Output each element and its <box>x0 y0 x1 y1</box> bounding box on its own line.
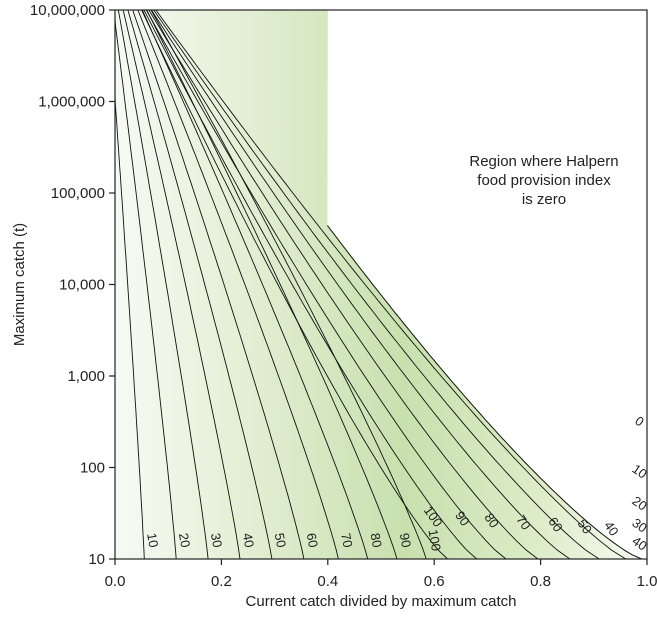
contour-line-right-40 <box>155 10 626 559</box>
axes: 0.0 0.2 0.4 0.6 0.8 1.0101001,00010,000100,00… <box>11 2 657 610</box>
y-tick-label: 10,000 <box>59 277 105 294</box>
contour-label-right-90: 90 <box>452 508 473 528</box>
contour-label-left-30: 30 <box>208 532 225 549</box>
y-tick-label: 1,000,000 <box>38 94 105 111</box>
contour-line-left-40 <box>122 10 241 559</box>
contour-line-left-30 <box>117 10 209 559</box>
y-tick-label: 1,000 <box>67 368 105 385</box>
contour-line-left-80 <box>141 10 369 559</box>
contour-label-right-40: 40 <box>601 518 622 538</box>
contour-label-left-60: 60 <box>304 532 321 549</box>
contour-label-left-100: 100 <box>425 528 444 552</box>
contour-label-right-80: 80 <box>481 510 502 530</box>
contour-line-left-60 <box>132 10 305 559</box>
x-tick-label: 0.2 <box>211 573 232 590</box>
contour-line-left-50 <box>127 10 273 559</box>
contour-label-left-50: 50 <box>272 532 289 549</box>
contour-line-right-60 <box>151 10 571 559</box>
x-tick-label: 0.6 <box>424 573 445 590</box>
contour-line-right-100 <box>141 10 448 559</box>
region-annotation-line-2: food provision index <box>477 172 611 189</box>
contour-label-left-70: 70 <box>338 532 355 549</box>
x-tick-label: 0.0 <box>105 573 126 590</box>
green-region <box>115 10 642 559</box>
y-axis-title: Maximum catch (t) <box>11 223 28 346</box>
contour-label-left-10: 10 <box>144 532 161 549</box>
contour-label-right-50: 50 <box>575 516 596 536</box>
contour-line-right-80 <box>145 10 507 559</box>
contour-label-left-40: 40 <box>240 532 257 549</box>
contour-label-edge-40: 40 <box>629 533 649 554</box>
contour-label-edge-0: 0 <box>632 413 647 429</box>
contour-label-left-80: 80 <box>367 532 384 549</box>
contour-label-edge-30: 30 <box>629 515 649 536</box>
region-annotation-line-1: Region where Halpern <box>469 153 618 170</box>
contour-label-left-20: 20 <box>176 532 193 549</box>
x-axis-title: Current catch divided by maximum catch <box>246 593 517 610</box>
contour-line-right-50 <box>153 10 600 559</box>
contour-label-edge-10: 10 <box>629 461 649 482</box>
y-tick-label: 10,000,000 <box>30 2 105 19</box>
contour-line-left-20 <box>115 10 177 559</box>
contour-label-right-60: 60 <box>545 514 566 534</box>
contour-label-left-90: 90 <box>397 532 414 549</box>
contour-line-left-100 <box>150 10 427 559</box>
y-tick-label: 10 <box>88 551 105 568</box>
contour-line-right-70 <box>148 10 539 559</box>
contour-line-boundary <box>326 225 642 559</box>
y-tick-label: 100 <box>80 460 105 477</box>
x-tick-label: 0.4 <box>317 573 338 590</box>
region-annotation-line-3: is zero <box>522 191 566 208</box>
plot-clip-group <box>115 10 642 559</box>
x-tick-label: 1.0 <box>637 573 657 590</box>
contour-line-right-90 <box>143 10 478 559</box>
contour-label-edge-20: 20 <box>629 493 649 514</box>
y-tick-label: 100,000 <box>51 185 105 202</box>
contour-line-left-70 <box>137 10 339 559</box>
contour-label-right-70: 70 <box>513 512 534 532</box>
x-tick-label: 0.8 <box>530 573 551 590</box>
